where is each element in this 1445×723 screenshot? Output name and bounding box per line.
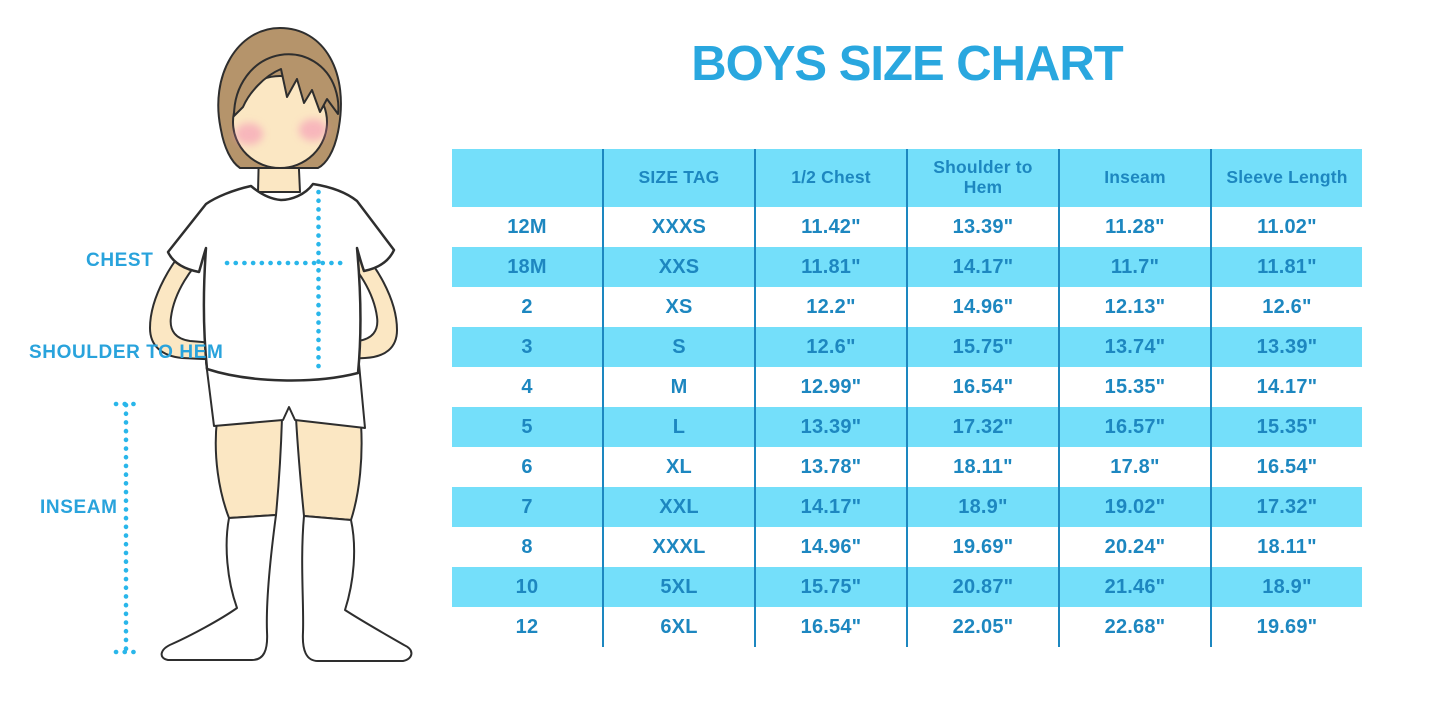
table-row: 18M XXS 11.81" 14.17" 11.7" 11.81": [452, 247, 1362, 287]
table-cell: 13.39": [754, 407, 906, 447]
shoulder-to-hem-label: SHOULDER TO HEM: [29, 342, 224, 363]
table-cell: M: [602, 367, 754, 407]
table-cell: 19.02": [1058, 487, 1210, 527]
table-cell: 6: [521, 455, 533, 478]
table-row: 7 XXL 14.17" 18.9" 19.02" 17.32": [452, 487, 1362, 527]
table-row: 6 XL 13.78" 18.11" 17.8" 16.54": [452, 447, 1362, 487]
table-cell: 11.7": [1058, 247, 1210, 287]
table-cell: 12: [515, 615, 539, 638]
left-leg: [214, 417, 283, 519]
table-cell: 5: [521, 415, 533, 438]
table-cell: 7: [521, 495, 533, 518]
column-header: [452, 149, 602, 207]
hair-fringe-icon: [233, 53, 340, 117]
table-cell: 22.05": [906, 607, 1058, 647]
shirt: [166, 182, 396, 382]
cheek-right: [299, 119, 327, 141]
table-cell: 12.13": [1058, 287, 1210, 327]
table-cell: 11.28": [1058, 207, 1210, 247]
chest-label: CHEST: [86, 250, 154, 271]
column-header: Shoulder to Hem: [906, 149, 1058, 207]
table-cell: 12.6": [754, 327, 906, 367]
table-cell: XXXS: [602, 207, 754, 247]
table-cell: S: [602, 327, 754, 367]
table-cell: 11.81": [754, 247, 906, 287]
table-cell: 8: [521, 535, 533, 558]
size-table: SIZE TAG 1/2 Chest Shoulder to Hem Inseam Sl…: [452, 149, 1362, 647]
table-cell: 14.96": [754, 527, 906, 567]
table-cell: 13.78": [754, 447, 906, 487]
table-header-row: SIZE TAG 1/2 Chest Shoulder to Hem Inseam Sl…: [452, 149, 1362, 207]
column-header: Sleeve Length: [1210, 149, 1362, 207]
table-cell: 16.54": [1210, 447, 1362, 487]
table-cell: 15.75": [906, 327, 1058, 367]
table-cell: 14.17": [906, 247, 1058, 287]
table-cell: 14.17": [754, 487, 906, 527]
table-cell: 15.35": [1058, 367, 1210, 407]
table-row: 12M XXXS 11.42" 13.39" 11.28" 11.02": [452, 207, 1362, 247]
left-sock: [160, 514, 277, 661]
table-cell: 14.96": [906, 287, 1058, 327]
table-cell: 19.69": [906, 527, 1058, 567]
table-cell: 20.24": [1058, 527, 1210, 567]
table-cell: 6XL: [602, 607, 754, 647]
table-cell: XXXL: [602, 527, 754, 567]
table-cell: 15.35": [1210, 407, 1362, 447]
column-header: 1/2 Chest: [754, 149, 906, 207]
table-cell: 12.99": [754, 367, 906, 407]
table-row: 8 XXXL 14.96" 19.69" 20.24" 18.11": [452, 527, 1362, 567]
inseam-label: INSEAM: [40, 497, 118, 518]
table-cell: XXL: [602, 487, 754, 527]
table-cell: 15.75": [754, 567, 906, 607]
table-cell: 11.42": [754, 207, 906, 247]
table-cell: 18M: [507, 255, 547, 278]
table-cell: XXS: [602, 247, 754, 287]
table-cell: 16.57": [1058, 407, 1210, 447]
table-cell: 14.17": [1210, 367, 1362, 407]
table-cell: 21.46": [1058, 567, 1210, 607]
table-cell: 17.32": [1210, 487, 1362, 527]
table-cell: 11.02": [1210, 207, 1362, 247]
table-cell: 13.74": [1058, 327, 1210, 367]
table-cell: 10: [515, 575, 539, 598]
table-cell: 2: [521, 295, 533, 318]
table-cell: 16.54": [906, 367, 1058, 407]
right-leg: [295, 417, 363, 521]
table-cell: 11.81": [1210, 247, 1362, 287]
table-cell: 18.9": [1210, 567, 1362, 607]
right-sock: [301, 515, 413, 662]
table-row: 3 S 12.6" 15.75" 13.74" 13.39": [452, 327, 1362, 367]
table-cell: 13.39": [1210, 327, 1362, 367]
page-title: BOYS SIZE CHART: [691, 37, 1123, 91]
column-header: SIZE TAG: [602, 149, 754, 207]
table-cell: 5XL: [602, 567, 754, 607]
table-cell: 17.8": [1058, 447, 1210, 487]
table-cell: 20.87": [906, 567, 1058, 607]
table-cell: 4: [521, 375, 533, 398]
table-row: 2 XS 12.2" 14.96" 12.13" 12.6": [452, 287, 1362, 327]
table-row: 5 L 13.39" 17.32" 16.57" 15.35": [452, 407, 1362, 447]
table-row: 12 6XL 16.54" 22.05" 22.68" 19.69": [452, 607, 1362, 647]
table-cell: XL: [602, 447, 754, 487]
cheek-left: [235, 123, 263, 145]
table-cell: 19.69": [1210, 607, 1362, 647]
table-cell: 17.32": [906, 407, 1058, 447]
table-cell: L: [602, 407, 754, 447]
table-cell: 12M: [507, 215, 547, 238]
table-cell: 13.39": [906, 207, 1058, 247]
boy-illustration: [113, 27, 413, 662]
table-cell: 18.9": [906, 487, 1058, 527]
table-cell: 18.11": [906, 447, 1058, 487]
table-cell: 16.54": [754, 607, 906, 647]
table-row: 10 5XL 15.75" 20.87" 21.46" 18.9": [452, 567, 1362, 607]
table-cell: 3: [521, 335, 533, 358]
table-cell: XS: [602, 287, 754, 327]
column-header: Inseam: [1058, 149, 1210, 207]
table-cell: 18.11": [1210, 527, 1362, 567]
table-cell: 12.6": [1210, 287, 1362, 327]
table-cell: 22.68": [1058, 607, 1210, 647]
table-cell: 12.2": [754, 287, 906, 327]
table-row: 4 M 12.99" 16.54" 15.35" 14.17": [452, 367, 1362, 407]
